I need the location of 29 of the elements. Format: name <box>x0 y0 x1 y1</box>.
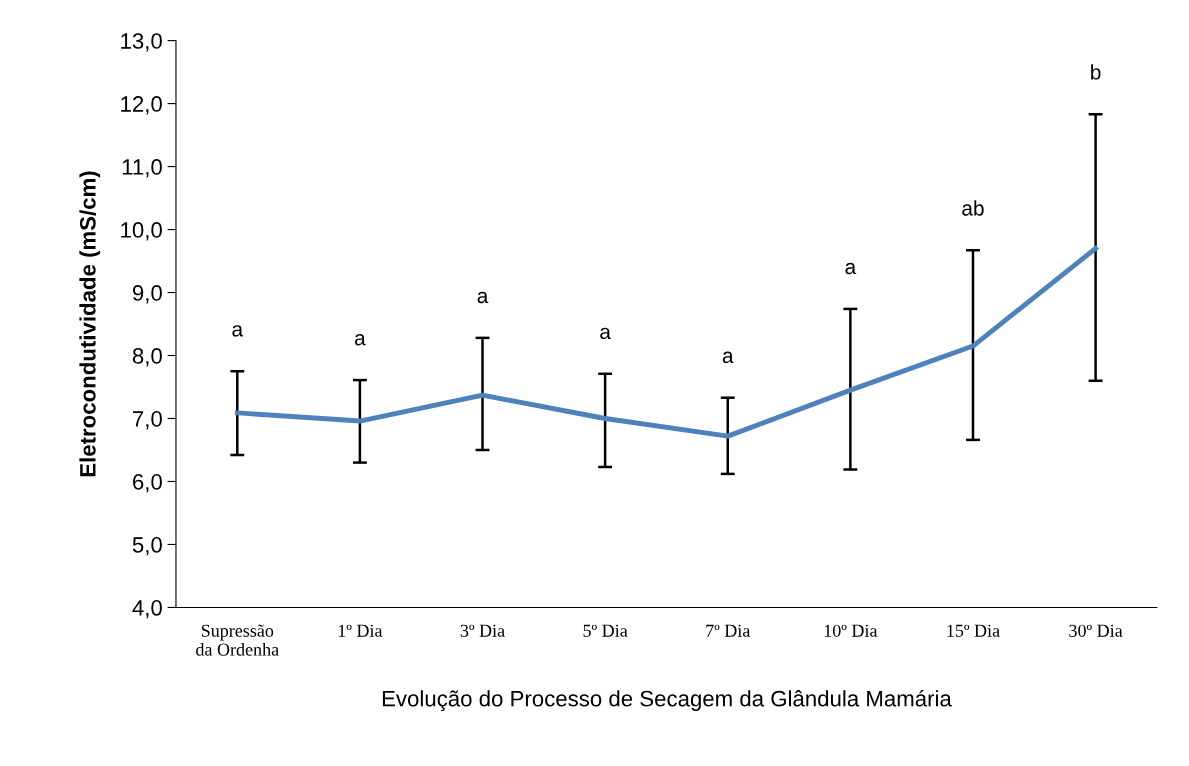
y-tick-label: 8,0 <box>132 348 162 367</box>
x-tick-label: 15º Dia <box>947 624 1000 637</box>
y-tick-label: 10,0 <box>121 222 162 241</box>
annotation: ab <box>962 200 984 216</box>
annotation: b <box>1091 64 1101 80</box>
y-tick-label: 6,0 <box>133 474 162 493</box>
x-tick-label: 10º Dia <box>824 624 878 637</box>
annotation: a <box>354 333 366 346</box>
x-tick-label: 5º Dia <box>583 624 628 637</box>
x-tick-label: 7º Dia <box>706 624 751 637</box>
y-tick-label: 12,0 <box>121 96 162 115</box>
y-tick-label: 13,0 <box>121 33 162 52</box>
y-tick-label: 11,0 <box>122 159 162 178</box>
annotation: a <box>232 325 244 337</box>
x-tick-label: 1º Dia <box>338 624 383 637</box>
y-tick-label: 5,0 <box>132 536 162 556</box>
line-series <box>234 246 1099 439</box>
annotation: a <box>722 351 734 364</box>
y-tick-label: 9,0 <box>132 285 162 304</box>
annotation: a <box>845 262 857 275</box>
annotation: a <box>600 327 611 340</box>
y-tick-label: 7,0 <box>133 411 162 430</box>
x-tick-label: 30º Dia <box>1069 624 1123 637</box>
y-axis-title: Eletrocondutividade (mS/cm) <box>79 171 101 477</box>
x-tick-label: 3º Dia <box>460 624 505 637</box>
x-axis-title: Evolução do Processo de Secagem da Glândula Mamária <box>382 689 952 711</box>
x-tick-label: Supressão da Ordenha <box>196 624 279 656</box>
annotation: a <box>477 291 489 304</box>
y-tick-label: 4,0 <box>132 599 162 619</box>
